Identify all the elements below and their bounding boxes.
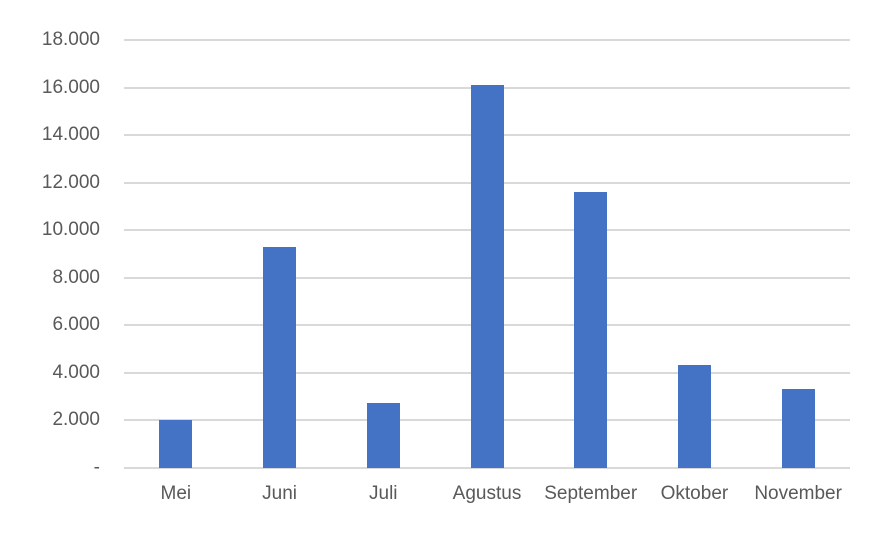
y-tick-label: 12.000 [41,171,100,193]
y-tick-label: 6.000 [52,314,100,335]
y-tick-label: 16.000 [41,76,100,98]
bar-juli [366,403,400,468]
x-axis-line [124,466,850,469]
y-tick-label: 18.000 [41,29,100,50]
y-tick-label: 14.000 [41,124,100,145]
x-axis-label: September [544,482,638,504]
y-tick-label: 8.000 [52,266,100,288]
x-axis-label: November [754,482,842,504]
y-tick-label: 10.000 [41,219,100,240]
bar-oktober [677,365,711,468]
x-axis-label: Agustus [452,482,522,504]
grid-line [124,39,850,41]
y-tick-label: 4.000 [52,361,100,383]
x-axis-label: Juni [262,482,297,504]
x-axis-label: Mei [160,482,192,504]
y-tick-label: - [93,456,100,478]
bar-agustus [470,85,504,468]
x-axis-label: Juli [369,482,398,504]
x-axis-label: Oktober [660,482,729,504]
plot-area [124,39,850,469]
bar-november [781,389,815,468]
bar-september [574,192,608,468]
bar-juni [263,246,297,468]
bar-mei [159,420,193,468]
y-tick-label: 2.000 [52,409,100,430]
